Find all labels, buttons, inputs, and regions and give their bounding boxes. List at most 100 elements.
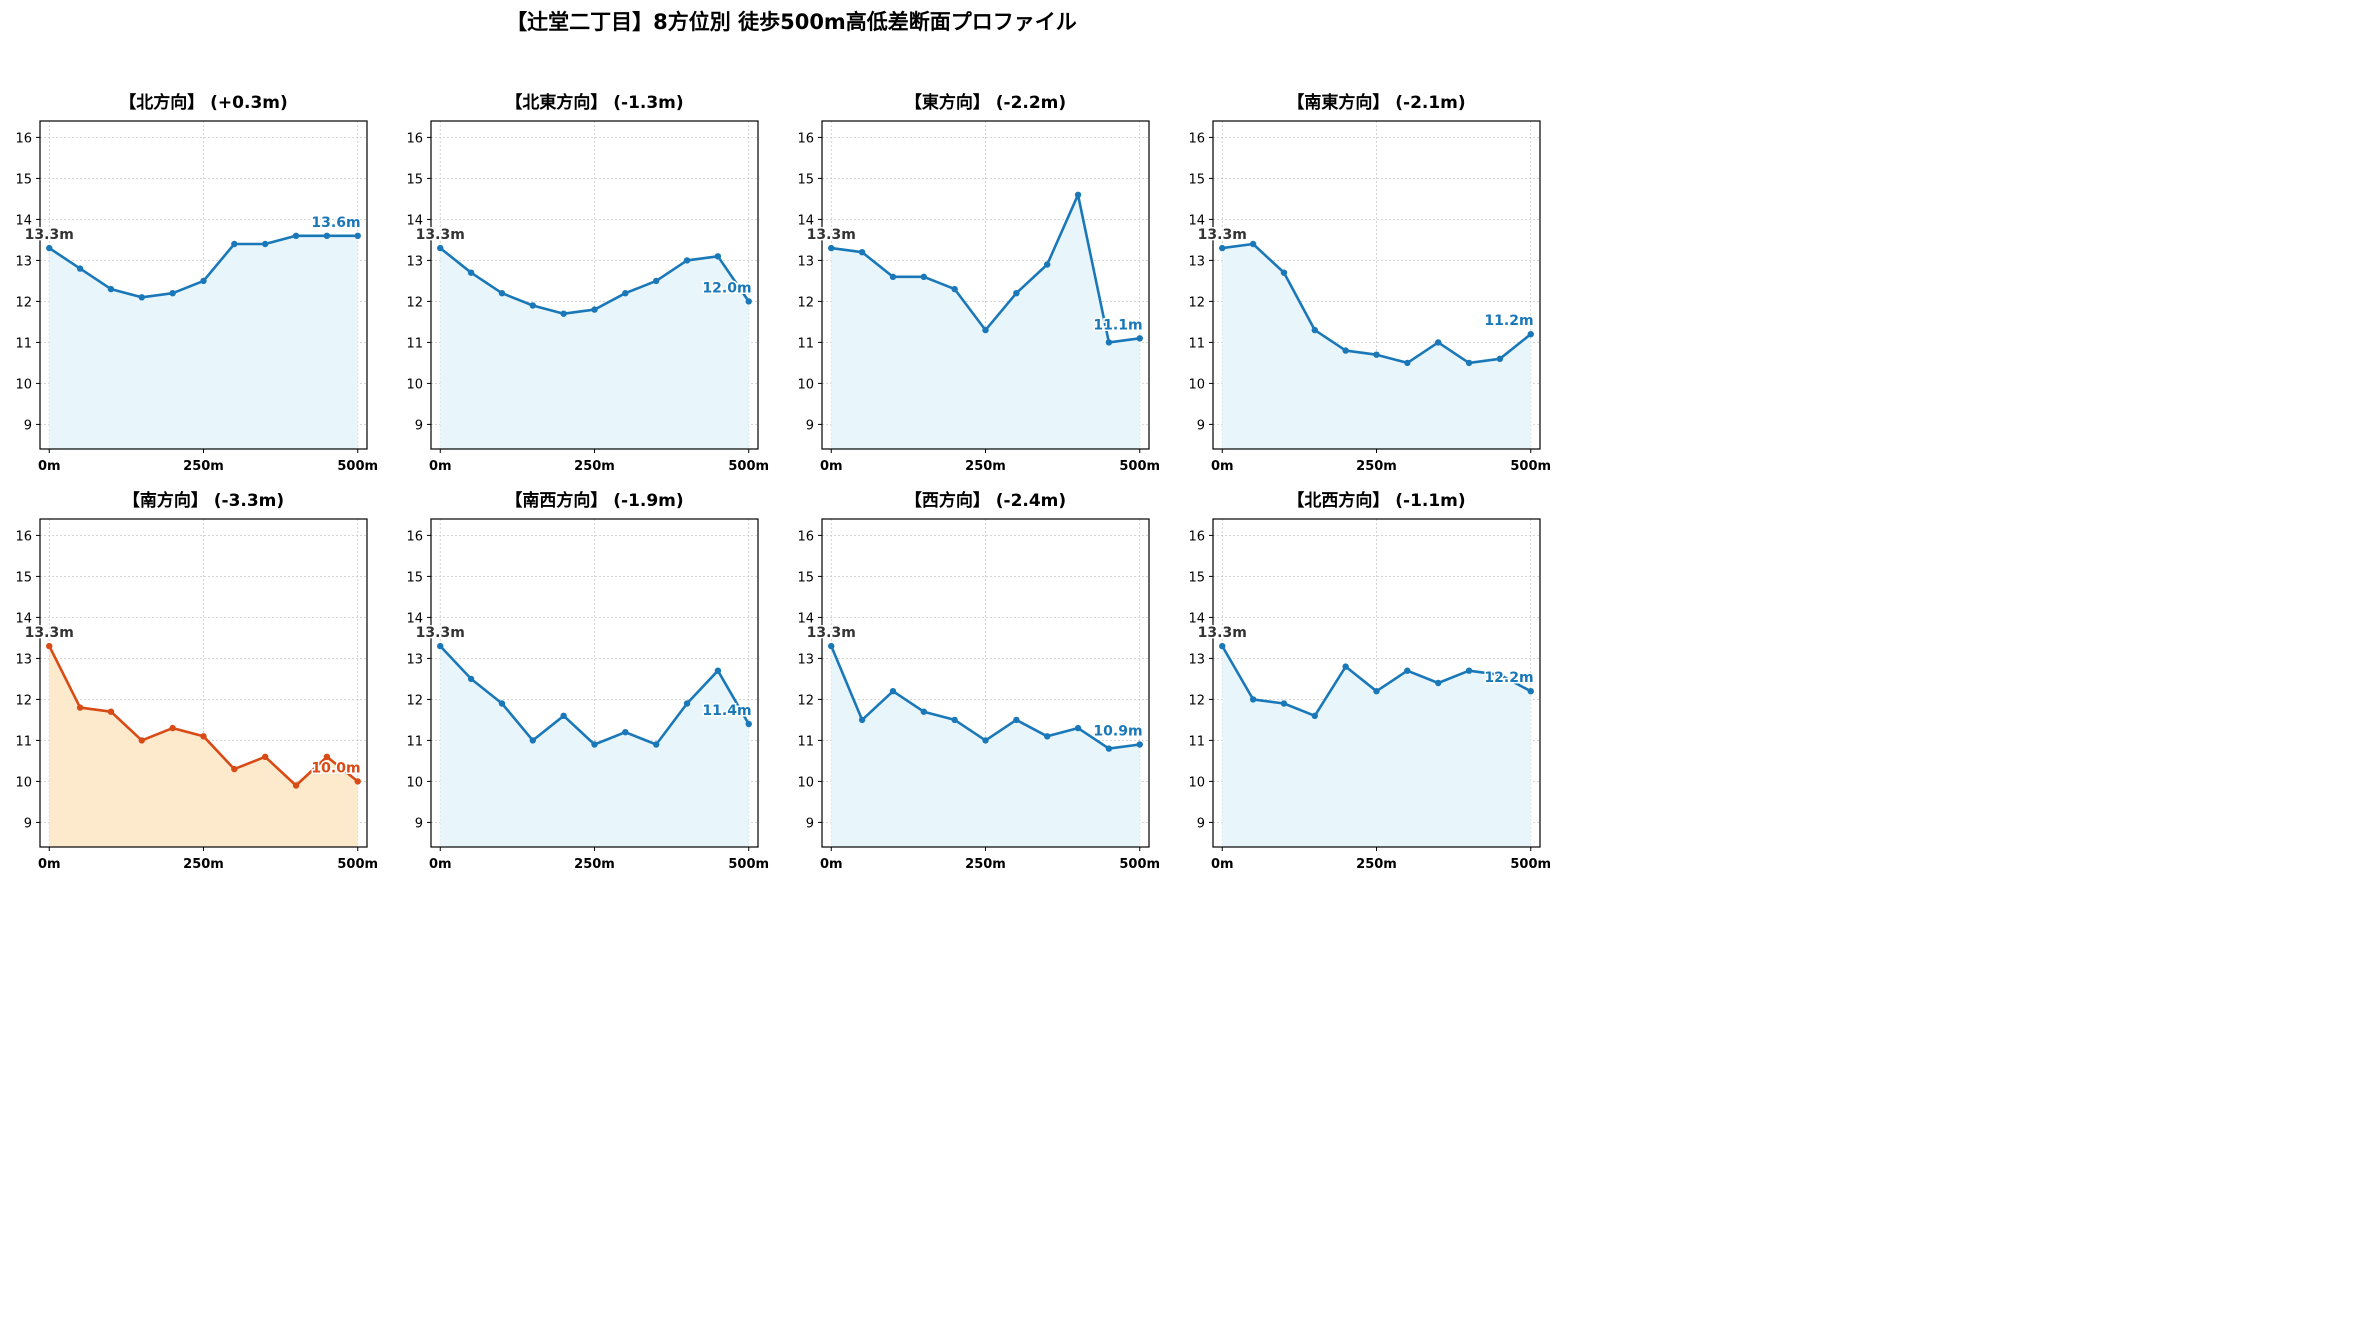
x-tick-label: 500m (1119, 459, 1160, 474)
data-point (437, 244, 444, 252)
area-fill (49, 235, 358, 449)
y-tick-label: 9 (415, 418, 423, 433)
x-tick-label: 0m (38, 459, 61, 474)
y-tick-label: 16 (406, 131, 423, 146)
y-tick-label: 10 (406, 377, 423, 392)
y-tick-label: 9 (24, 418, 32, 433)
y-tick-label: 11 (406, 734, 423, 749)
y-tick-label: 12 (797, 693, 814, 708)
data-point (982, 326, 989, 334)
data-point (1434, 679, 1442, 687)
data-point (200, 733, 207, 740)
x-tick-label: 0m (429, 857, 452, 872)
data-point (138, 737, 146, 744)
data-point (46, 244, 53, 252)
data-point (1043, 261, 1051, 268)
data-point (560, 712, 567, 719)
data-point (1105, 339, 1113, 346)
y-tick-label: 14 (15, 213, 32, 228)
data-point (1136, 335, 1143, 342)
chart-panel-4: 【南東方向】 (-2.1m) 9 10 11 12 13 14 15 16 0m 250m 500m 1… (1188, 92, 1551, 474)
y-tick-label: 12 (406, 693, 423, 708)
chart-panel-1: 【北方向】 (+0.3m) 9 10 11 12 13 14 15 16 0m 250m 500m 13… (15, 92, 378, 474)
x-tick-label: 0m (820, 459, 843, 474)
y-tick-label: 15 (406, 172, 423, 187)
data-point (529, 302, 537, 309)
y-tick-label: 16 (1188, 529, 1205, 544)
y-tick-label: 15 (1188, 172, 1205, 187)
data-point (1342, 663, 1349, 670)
area-fill (1222, 646, 1531, 847)
y-tick-label: 16 (797, 529, 814, 544)
area-fill (831, 646, 1140, 847)
y-tick-label: 12 (406, 295, 423, 310)
y-tick-label: 9 (415, 816, 423, 831)
data-point (323, 753, 331, 760)
x-tick-label: 250m (1356, 459, 1397, 474)
data-point (652, 741, 660, 748)
data-point (107, 708, 115, 715)
x-tick-label: 500m (728, 857, 769, 872)
data-point (683, 700, 691, 707)
y-tick-label: 9 (806, 418, 814, 433)
y-tick-label: 16 (15, 529, 32, 544)
data-point (1136, 741, 1143, 748)
area-fill (831, 194, 1140, 449)
y-tick-label: 14 (1188, 611, 1205, 626)
end-value-label: 12.0m (702, 280, 751, 296)
data-point (1311, 712, 1319, 719)
y-tick-label: 10 (1188, 377, 1205, 392)
y-tick-label: 9 (806, 816, 814, 831)
chart-title: 【北西方向】 (-1.1m) (1287, 490, 1465, 511)
y-tick-label: 15 (15, 172, 32, 187)
data-point (828, 642, 835, 650)
data-point (745, 720, 752, 728)
start-value-label: 13.3m (807, 227, 856, 243)
chart-panel-6: 【南西方向】 (-1.9m) 9 10 11 12 13 14 15 16 0m 250m 500m 1… (406, 490, 769, 872)
y-tick-label: 12 (1188, 295, 1205, 310)
end-value-label: 11.1m (1093, 317, 1142, 333)
y-tick-label: 14 (797, 213, 814, 228)
data-point (1105, 745, 1113, 752)
start-value-label: 13.3m (416, 227, 465, 243)
y-tick-label: 11 (797, 336, 814, 351)
start-value-label: 13.3m (1198, 227, 1247, 243)
data-point (920, 708, 928, 715)
data-point (467, 269, 475, 276)
data-point (828, 244, 835, 252)
data-point (76, 265, 84, 272)
x-tick-label: 0m (1211, 857, 1234, 872)
data-point (169, 290, 176, 297)
y-tick-label: 10 (15, 775, 32, 790)
x-tick-label: 500m (1119, 857, 1160, 872)
y-tick-label: 14 (1188, 213, 1205, 228)
x-tick-label: 0m (1211, 459, 1234, 474)
chart-panel-5: 【南方向】 (-3.3m) 9 10 11 12 13 14 15 16 0m 250m 500m 13… (15, 490, 378, 872)
data-point (951, 716, 958, 724)
data-point (138, 294, 146, 301)
y-tick-label: 16 (406, 529, 423, 544)
data-point (1013, 290, 1020, 297)
y-tick-label: 11 (797, 734, 814, 749)
x-tick-label: 250m (183, 459, 224, 474)
data-point (1249, 240, 1257, 248)
start-value-label: 13.3m (25, 625, 74, 641)
data-point (560, 310, 567, 317)
area-fill (49, 646, 358, 847)
area-fill (440, 248, 749, 449)
start-value-label: 13.3m (25, 227, 74, 243)
x-tick-label: 500m (337, 459, 378, 474)
start-value-label: 13.3m (1198, 625, 1247, 641)
page-title: 【辻堂二丁目】8方位別 徒歩500m高低差断面プロファイル (506, 10, 1077, 34)
y-tick-label: 10 (15, 377, 32, 392)
x-tick-label: 0m (38, 857, 61, 872)
data-point (1404, 667, 1411, 674)
end-value-label: 11.2m (1484, 313, 1533, 329)
data-point (354, 232, 361, 239)
x-tick-label: 250m (574, 459, 615, 474)
data-point (745, 298, 752, 305)
y-tick-label: 15 (1188, 570, 1205, 585)
y-tick-label: 12 (15, 693, 32, 708)
chart-title: 【北方向】 (+0.3m) (119, 92, 288, 113)
y-tick-label: 13 (406, 254, 423, 269)
